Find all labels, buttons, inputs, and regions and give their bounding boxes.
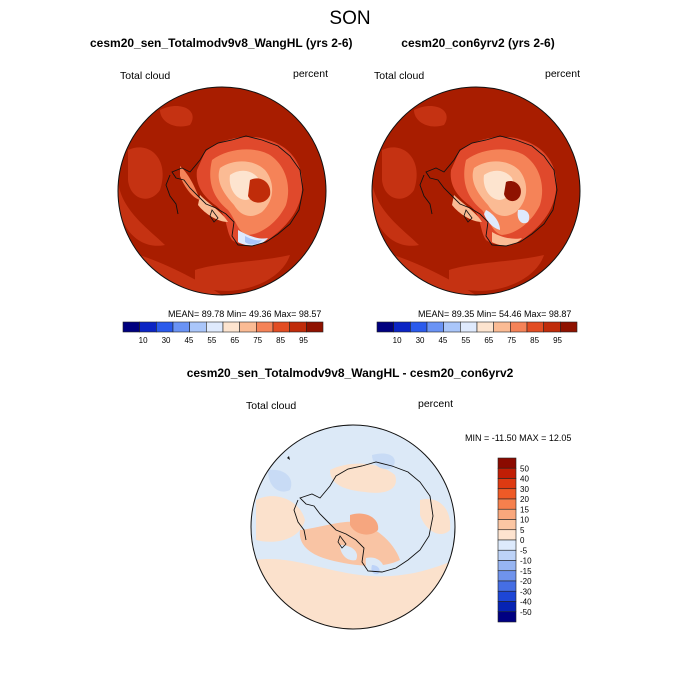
panel-1-colorbar-tick-label: 10 xyxy=(139,336,148,345)
panel-2-colorbar-box xyxy=(476,321,494,333)
panel-3-colorbar-box xyxy=(497,519,517,531)
panel-1-colorbar-box xyxy=(156,321,174,333)
panel-3-title: cesm20_sen_Totalmodv9v8_WangHL - cesm20_… xyxy=(186,366,514,380)
panel-2-colorbar-box xyxy=(410,321,428,333)
panel-1-colorbar-tick-label: 75 xyxy=(253,336,262,345)
panel-3-colorbar-tick-label: 10 xyxy=(520,516,529,525)
panel-3-colorbar-box xyxy=(497,508,517,520)
panel-2-colorbar-tick-label: 85 xyxy=(530,336,539,345)
panel-3-colorbar-box xyxy=(497,539,517,551)
panel-1-colorbar-box xyxy=(289,321,307,333)
panel-2-stats: MEAN= 89.35 Min= 54.46 Max= 98.87 xyxy=(418,309,572,319)
panel-1-colorbar-box xyxy=(206,321,224,333)
panel-1-colorbar: 10 30 45 55 65 75 85 95 xyxy=(122,321,324,345)
panel-3-colorbar-tick-label: 50 xyxy=(520,464,529,473)
panel-2-title: cesm20_con6yrv2 (yrs 2-6) xyxy=(401,36,555,50)
panel-3-colorbar-box xyxy=(497,529,517,541)
panel-3-colorbar-tick-label: -10 xyxy=(520,557,532,566)
panel-2-colorbar-box xyxy=(543,321,561,333)
panel-2-map xyxy=(372,87,580,295)
panel-2-colorbar-box xyxy=(526,321,544,333)
panel-1-colorbar-tick-label: 85 xyxy=(276,336,285,345)
panel-2-colorbar-box xyxy=(443,321,461,333)
panel-3-colorbar-tick-label: 15 xyxy=(520,505,529,514)
figure-title: SON xyxy=(329,8,371,29)
panel-3-colorbar-box xyxy=(497,457,517,469)
panel-1-map xyxy=(118,87,326,295)
panel-3-map xyxy=(251,425,455,629)
panel-2-colorbar-tick-label: 55 xyxy=(461,336,470,345)
panel-3-colorbar-box xyxy=(497,498,517,510)
panel-3-colorbar-tick-label: 40 xyxy=(520,475,529,484)
panel-1-colorbar-tick-label: 55 xyxy=(207,336,216,345)
panel-2-colorbar-box xyxy=(493,321,511,333)
panel-1-colorbar-box xyxy=(256,321,274,333)
panel-3-colorbar-tick-label: -30 xyxy=(520,587,532,596)
panel-3-colorbar-tick-label: 30 xyxy=(520,485,529,494)
panel-3-units-label: percent xyxy=(418,398,454,410)
panel-2-colorbar-tick-label: 45 xyxy=(438,336,447,345)
panel-3-colorbar-box xyxy=(497,488,517,500)
panel-3-colorbar-tick-label: 20 xyxy=(520,495,529,504)
panel-1-units-label: percent xyxy=(293,68,329,80)
panel-2-colorbar-tick-label: 30 xyxy=(416,336,425,345)
panel-2-colorbar-box xyxy=(393,321,411,333)
panel-2-colorbar-box xyxy=(510,321,528,333)
panel-1-colorbar-box xyxy=(222,321,240,333)
panel-3-colorbar-tick-label: 0 xyxy=(520,536,525,545)
panel-1-colorbar-box xyxy=(122,321,140,333)
panel-3-stats: MIN = -11.50 MAX = 12.05 xyxy=(465,433,572,443)
panel-2-map-border xyxy=(371,86,581,296)
panel-2-units-label: percent xyxy=(545,68,581,80)
panel-1-variable-label: Total cloud xyxy=(120,70,171,82)
panel-1-colorbar-box xyxy=(189,321,207,333)
panel-3-colorbar-box xyxy=(497,580,517,592)
panel-3-colorbar-box xyxy=(497,590,517,602)
panel-2-colorbar-tick-label: 75 xyxy=(507,336,516,345)
panel-3-colorbar-tick-label: -15 xyxy=(520,567,532,576)
panel-1-colorbar-tick-label: 65 xyxy=(230,336,239,345)
panel-2-colorbar-box xyxy=(426,321,444,333)
panel-3-map-border xyxy=(250,424,456,630)
panel-1-title: cesm20_sen_Totalmodv9v8_WangHL (yrs 2-6) xyxy=(90,36,353,50)
panel-1-colorbar-box xyxy=(272,321,290,333)
panel-2-variable-label: Total cloud xyxy=(374,70,425,82)
panel-3-colorbar-box xyxy=(497,560,517,572)
panel-3-colorbar-tick-label: -20 xyxy=(520,577,532,586)
panel-3-colorbar-box xyxy=(497,570,517,582)
panel-3-colorbar-tick-label: -40 xyxy=(520,598,532,607)
panel-3-variable-label: Total cloud xyxy=(246,400,297,412)
panel-2-colorbar-tick-label: 10 xyxy=(393,336,402,345)
panel-3-colorbar-box xyxy=(497,467,517,479)
panel-3-colorbar-box xyxy=(497,478,517,490)
panel-2-colorbar-box xyxy=(376,321,394,333)
panel-3-colorbar-tick-label: 5 xyxy=(520,526,525,535)
panel-1-colorbar-tick-label: 45 xyxy=(184,336,193,345)
panel-3-colorbar-tick-label: -50 xyxy=(520,608,532,617)
panel-2-colorbar: 10 30 45 55 65 75 85 95 xyxy=(376,321,578,345)
panel-1-colorbar-tick-label: 30 xyxy=(162,336,171,345)
panel-3-colorbar-box xyxy=(497,611,517,623)
panel-1-colorbar-box xyxy=(306,321,324,333)
panel-3-colorbar-box xyxy=(497,601,517,613)
panel-2-colorbar-tick-label: 65 xyxy=(484,336,493,345)
panel-3-colorbar-tick-label: -5 xyxy=(520,546,528,555)
panel-1-colorbar-box xyxy=(239,321,257,333)
panel-2-colorbar-box xyxy=(460,321,478,333)
panel-1-colorbar-box xyxy=(172,321,190,333)
panel-1-map-border xyxy=(117,86,327,296)
panel-2-colorbar-box xyxy=(560,321,578,333)
panel-1-stats: MEAN= 89.78 Min= 49.36 Max= 98.57 xyxy=(168,309,322,319)
panel-1-colorbar-tick-label: 95 xyxy=(299,336,308,345)
panel-2-colorbar-tick-label: 95 xyxy=(553,336,562,345)
panel-1-colorbar-box xyxy=(139,321,157,333)
panel-3-colorbar-box xyxy=(497,549,517,561)
